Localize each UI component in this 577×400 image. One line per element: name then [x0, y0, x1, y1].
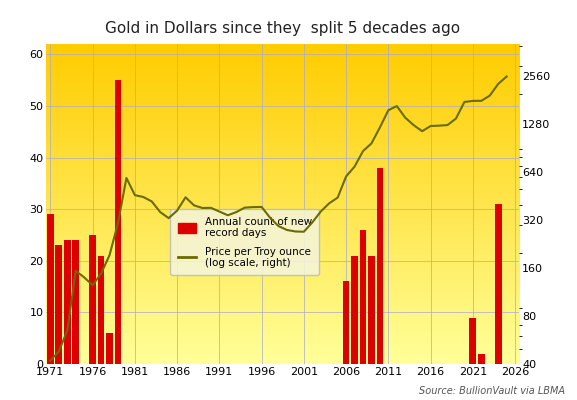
- Bar: [89, 235, 96, 364]
- Bar: [64, 240, 70, 364]
- Bar: [115, 80, 121, 364]
- Bar: [377, 168, 383, 364]
- Bar: [343, 282, 350, 364]
- Bar: [470, 318, 476, 364]
- Bar: [47, 214, 54, 364]
- Bar: [98, 256, 104, 364]
- Bar: [106, 333, 113, 364]
- Bar: [495, 204, 501, 364]
- Title: Gold in Dollars since they  split 5 decades ago: Gold in Dollars since they split 5 decad…: [105, 21, 460, 36]
- Bar: [55, 245, 62, 364]
- Bar: [351, 256, 358, 364]
- Legend: Annual count of new
record days, Price per Troy ounce
(log scale, right): Annual count of new record days, Price p…: [170, 209, 319, 276]
- Bar: [72, 240, 79, 364]
- Bar: [478, 354, 485, 364]
- Bar: [359, 230, 366, 364]
- Text: Source: BullionVault via LBMA: Source: BullionVault via LBMA: [419, 386, 565, 396]
- Bar: [368, 256, 375, 364]
